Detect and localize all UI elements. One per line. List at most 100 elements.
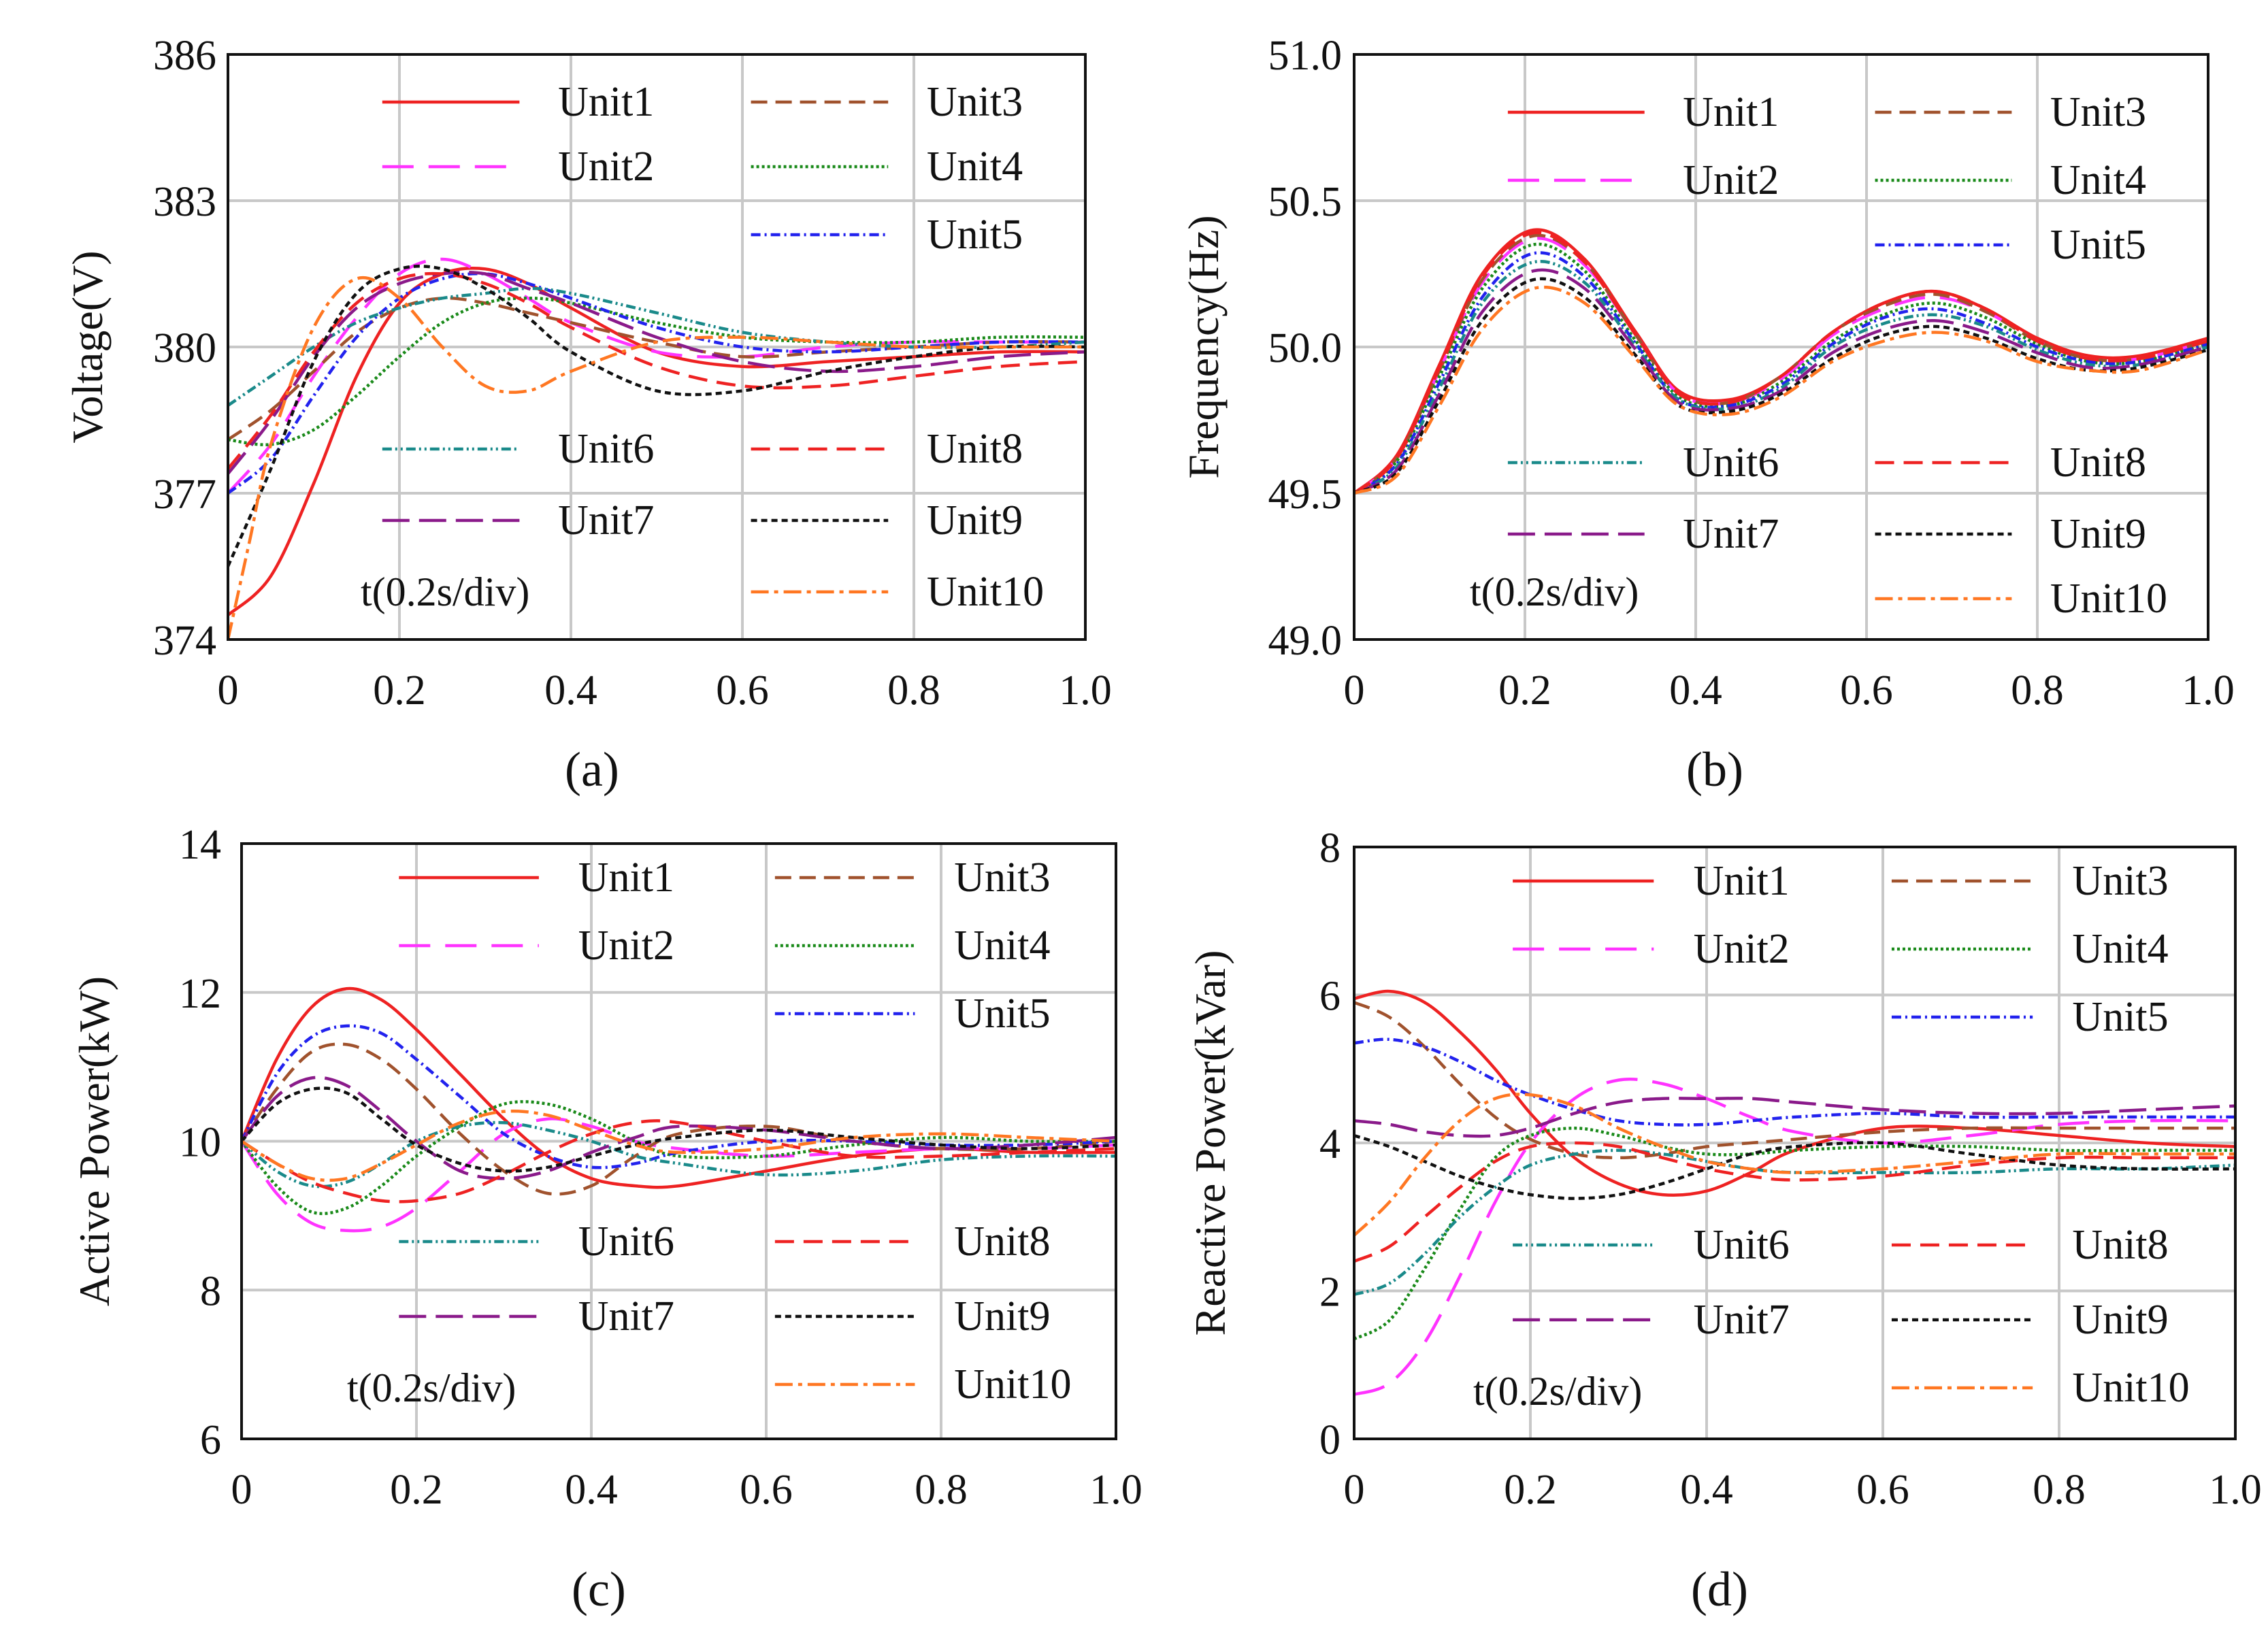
- series-line-unit9: [1354, 277, 2208, 495]
- legend-label-unit5: Unit5: [954, 991, 1050, 1037]
- x-tick-label: 0.6: [716, 667, 769, 714]
- legend-label-unit10: Unit10: [2072, 1365, 2189, 1411]
- y-tick-label: 6: [200, 1417, 221, 1463]
- panel-label-c: (c): [572, 1562, 626, 1616]
- x-tick-label: 0.4: [565, 1467, 618, 1513]
- x-tick-label: 0.8: [2033, 1467, 2086, 1513]
- series-line-unit6: [228, 286, 1085, 407]
- legend-label-unit7: Unit7: [578, 1293, 674, 1340]
- plot-frame: [240, 842, 1117, 1440]
- x-tick-label: 0.8: [915, 1467, 968, 1513]
- x-tick-label: 1.0: [1059, 667, 1112, 714]
- chart-a: 0 0.2 0.4 0.6 0.8 1.0 374 377 380 383 386 Voltage(V…: [63, 33, 1112, 714]
- legend-label-unit4: Unit4: [2072, 926, 2168, 972]
- x-tick-label: 0.2: [1504, 1467, 1557, 1513]
- legend-label-unit8: Unit8: [2072, 1222, 2168, 1268]
- series-line-unit9: [1354, 1133, 2235, 1200]
- x-tick-label: 0: [231, 1467, 252, 1513]
- legend-label-unit9: Unit9: [2072, 1297, 2168, 1343]
- y-tick-label: 49.5: [1268, 471, 1343, 518]
- time-scale-annotation: t(0.2s/div): [347, 1365, 516, 1410]
- series-line-unit8: [1354, 231, 2208, 495]
- y-tick-label: 50.5: [1268, 179, 1343, 225]
- legend-label-unit2: Unit2: [558, 144, 654, 190]
- series-line-unit4: [228, 297, 1085, 446]
- legend-label-unit6: Unit6: [1694, 1222, 1790, 1268]
- time-scale-annotation: t(0.2s/div): [361, 569, 529, 614]
- legend-label-unit7: Unit7: [1683, 511, 1779, 557]
- time-scale-annotation: t(0.2s/div): [1470, 569, 1639, 614]
- y-tick-label: 383: [153, 179, 216, 225]
- series-line-unit5: [1354, 251, 2208, 495]
- legend-label-unit7: Unit7: [558, 497, 654, 544]
- x-tick-label: 0.6: [740, 1467, 793, 1513]
- x-tick-label: 0.2: [1498, 667, 1551, 714]
- panel-label-d: (d): [1691, 1562, 1748, 1616]
- x-tick-label: 0.8: [887, 667, 940, 714]
- legend-label-unit5: Unit5: [2050, 222, 2146, 268]
- series-line-unit4: [242, 1100, 1116, 1216]
- series-line-unit6: [242, 1120, 1116, 1189]
- legend-label-unit6: Unit6: [1683, 439, 1779, 486]
- x-tick-label: 0: [1344, 667, 1365, 714]
- plot-frame: [227, 53, 1087, 641]
- x-tick-label: 0: [218, 667, 239, 714]
- y-tick-label: 377: [153, 471, 216, 518]
- series-line-unit10: [228, 276, 1085, 639]
- legend-label-unit2: Unit2: [1694, 926, 1790, 972]
- y-tick-label: 49.0: [1268, 618, 1343, 664]
- legend-label-unit10: Unit10: [954, 1361, 1071, 1408]
- series-line-unit1: [1354, 989, 2235, 1197]
- legend-label-unit9: Unit9: [954, 1293, 1050, 1340]
- x-tick-label: 0.4: [1669, 667, 1722, 714]
- y-axis-label: Voltage(V): [63, 250, 112, 443]
- y-axis-label: Frequency(Hz): [1179, 215, 1228, 478]
- x-tick-label: 1.0: [1089, 1467, 1143, 1513]
- legend-label-unit5: Unit5: [2072, 994, 2168, 1040]
- legend-label-unit6: Unit6: [558, 426, 654, 472]
- panel-label-a: (a): [565, 742, 619, 797]
- series-line-unit9: [228, 265, 1085, 567]
- y-tick-label: 12: [179, 971, 221, 1017]
- panel-label-b: (b): [1686, 742, 1743, 797]
- chart-c: 0 0.2 0.4 0.6 0.8 1.0 6 8 10 12 14 Active Power(kW)…: [70, 822, 1143, 1513]
- time-scale-annotation: t(0.2s/div): [1473, 1369, 1642, 1414]
- x-tick-label: 1.0: [2182, 667, 2235, 714]
- x-tick-label: 0.6: [1856, 1467, 1909, 1513]
- legend-label-unit2: Unit2: [578, 923, 674, 969]
- series-line-unit10: [1354, 1093, 2235, 1237]
- legend-label-unit3: Unit3: [2072, 858, 2168, 904]
- series-line-unit9: [242, 1086, 1116, 1173]
- series-line-unit7: [242, 1076, 1116, 1180]
- x-tick-label: 0.4: [544, 667, 597, 714]
- legend-label-unit10: Unit10: [927, 569, 1044, 615]
- legend-label-unit6: Unit6: [578, 1218, 674, 1265]
- y-tick-label: 0: [1319, 1417, 1341, 1463]
- y-tick-label: 374: [153, 618, 216, 664]
- series-line-unit5: [228, 271, 1085, 495]
- legend-label-unit8: Unit8: [954, 1218, 1050, 1265]
- y-tick-label: 2: [1319, 1269, 1341, 1316]
- y-tick-label: 50.0: [1268, 325, 1343, 371]
- legend-label-unit3: Unit3: [927, 79, 1023, 125]
- legend-label-unit1: Unit1: [578, 854, 674, 901]
- legend-label-unit7: Unit7: [1694, 1297, 1790, 1343]
- series-line-unit8: [242, 1119, 1116, 1203]
- series-line-unit4: [1354, 1127, 2235, 1341]
- legend-label-unit9: Unit9: [2050, 511, 2146, 557]
- series-line-unit6: [1354, 260, 2208, 495]
- x-tick-label: 0: [1344, 1467, 1365, 1513]
- series-line-unit7: [1354, 268, 2208, 495]
- legend-label-unit2: Unit2: [1683, 157, 1779, 203]
- series-line-unit7: [228, 271, 1085, 475]
- legend-label-unit10: Unit10: [2050, 576, 2167, 622]
- x-tick-label: 0.2: [390, 1467, 443, 1513]
- y-tick-label: 386: [153, 33, 216, 79]
- x-tick-label: 0.4: [1680, 1467, 1733, 1513]
- legend-label-unit1: Unit1: [1694, 858, 1790, 904]
- legend-label-unit4: Unit4: [927, 144, 1023, 190]
- legend-label-unit3: Unit3: [954, 854, 1050, 901]
- legend-label-unit3: Unit3: [2050, 89, 2146, 135]
- series-line-unit3: [1354, 1001, 2235, 1160]
